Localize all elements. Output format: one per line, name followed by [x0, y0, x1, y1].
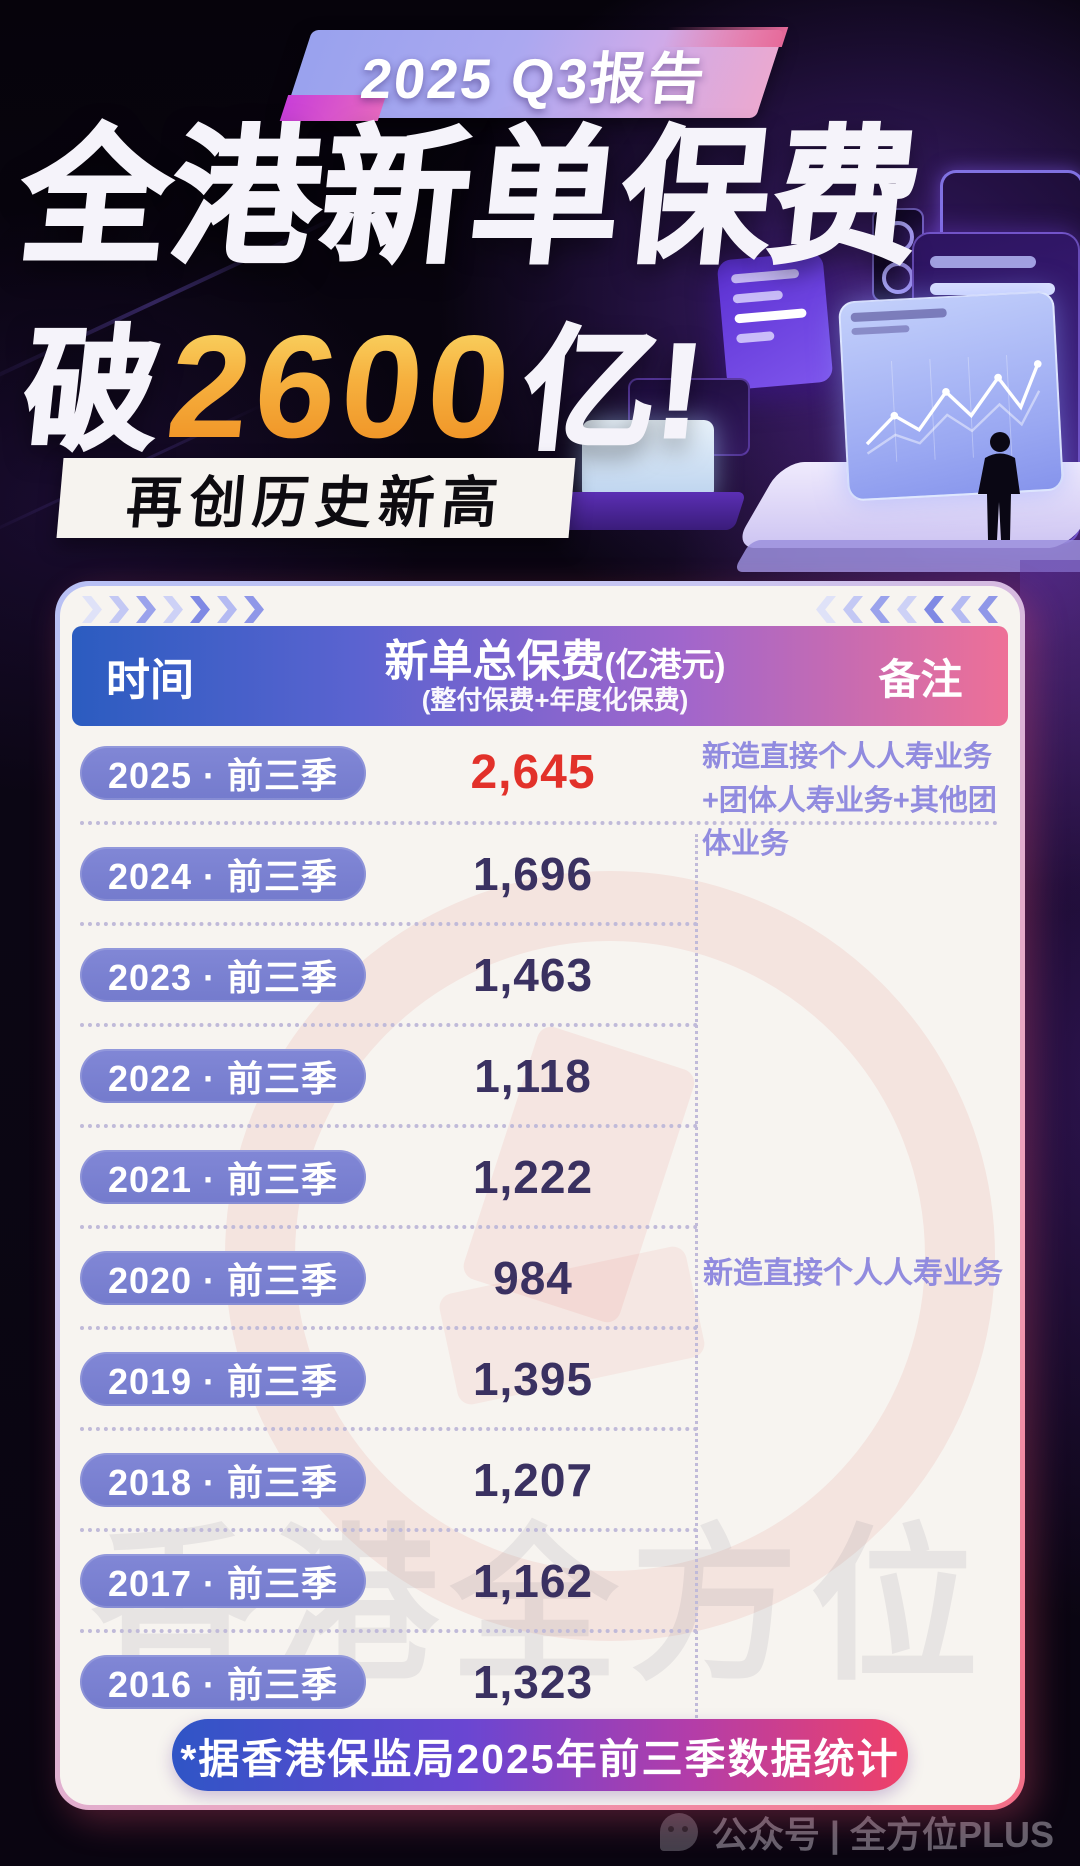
- table-row: 2019 · 前三季 1,395: [80, 1330, 998, 1427]
- tagline-box: 再创历史新高: [56, 458, 576, 538]
- period-pill: 2024 · 前三季: [80, 846, 366, 901]
- premium-value: 1,323: [472, 1655, 594, 1708]
- remark-2016-2024: 新造直接个人人寿业务: [703, 1257, 1003, 1290]
- row-separator: [80, 1427, 698, 1431]
- period-pill: 2022 · 前三季: [80, 1048, 366, 1103]
- remark-column-divider: [695, 834, 698, 1724]
- row-separator: [80, 821, 998, 825]
- remark-2025: 新造直接个人人寿业务+团体人寿业务+其他团体业务: [702, 741, 997, 860]
- period-pill: 2020 · 前三季: [80, 1250, 366, 1305]
- table-row: 2018 · 前三季 1,207: [80, 1431, 998, 1528]
- row-separator: [80, 1023, 698, 1027]
- table-row: 2017 · 前三季 1,162: [80, 1532, 998, 1629]
- row-separator: [80, 1528, 698, 1532]
- headline-line1: 全港新单保费: [12, 115, 932, 283]
- headline-line2: 破2600亿!: [15, 282, 714, 476]
- premium-value: 1,463: [472, 948, 594, 1001]
- table-row: 2022 · 前三季 1,118: [80, 1027, 998, 1124]
- chevrons-right-icon: [82, 596, 264, 624]
- wechat-icon: [659, 1813, 698, 1851]
- row-separator: [80, 1326, 698, 1330]
- table-rows: 2025 · 前三季 2,645 2024 · 前三季 1,696 2023 · 前三季…: [80, 724, 998, 1730]
- chart-screen-title-bar: [850, 308, 947, 323]
- table-row: 2020 · 前三季 984: [80, 1229, 998, 1326]
- glowing-cube: [582, 420, 714, 500]
- premium-title: 新单总保费: [384, 636, 605, 686]
- period-pill: 2018 · 前三季: [80, 1452, 366, 1507]
- row-separator: [80, 1124, 698, 1128]
- premium-value: 1,222: [472, 1150, 594, 1203]
- premium-unit: (亿港元): [604, 645, 726, 683]
- premium-value: 2,645: [470, 746, 596, 799]
- period-pill: 2025 · 前三季: [80, 745, 366, 800]
- premium-value: 984: [493, 1251, 573, 1304]
- headline-prefix: 破: [15, 316, 168, 468]
- table-header: 时间 新单总保费(亿港元) (整付保费+年度化保费) 备注: [72, 626, 1008, 726]
- period-pill: 2023 · 前三季: [80, 947, 366, 1002]
- col-header-time: 时间: [106, 656, 194, 705]
- period-pill: 2016 · 前三季: [80, 1654, 366, 1709]
- col-header-premium: 新单总保费(亿港元) (整付保费+年度化保费): [267, 637, 843, 715]
- headline-suffix: 亿!: [514, 316, 711, 468]
- premium-value: 1,395: [472, 1352, 594, 1405]
- headline-number: 2600: [151, 305, 533, 468]
- row-separator: [80, 1225, 698, 1229]
- source-footnote: *据香港保监局2025年前三季数据统计: [172, 1719, 908, 1791]
- chevrons-left-icon: [816, 596, 998, 624]
- report-badge: 2025 Q3报告: [283, 30, 785, 118]
- data-panel: 香港全方位 时间 新单总保费(亿港元) (整付保费+年度化保费) 备注: [55, 581, 1025, 1810]
- tagline-text: 再创历史新高: [123, 470, 508, 534]
- row-separator: [80, 922, 698, 926]
- data-panel-inner: 香港全方位 时间 新单总保费(亿港元) (整付保费+年度化保费) 备注: [60, 586, 1020, 1805]
- premium-value: 1,162: [472, 1554, 594, 1607]
- line-chart-icon: [865, 355, 1042, 462]
- chart-screen-subtitle-bar: [851, 325, 910, 336]
- table-row: 2024 · 前三季 1,696: [80, 825, 998, 922]
- premium-subtitle: (整付保费+年度化保费): [421, 685, 689, 716]
- cube-base: [553, 492, 747, 530]
- table-row: 2016 · 前三季 1,323: [80, 1633, 998, 1730]
- period-pill: 2019 · 前三季: [80, 1351, 366, 1406]
- chevron-strip: [82, 596, 998, 624]
- col-header-remark: 备注: [878, 655, 963, 703]
- person-silhouette: [978, 432, 1020, 540]
- period-pill: 2021 · 前三季: [80, 1149, 366, 1204]
- table-row: 2023 · 前三季 1,463: [80, 926, 998, 1023]
- table-row: 2021 · 前三季 1,222: [80, 1128, 998, 1225]
- table-row: 2025 · 前三季 2,645: [80, 724, 998, 821]
- premium-value: 1,207: [472, 1453, 594, 1506]
- bottom-watermark: 公众号 | 全方位PLUS: [659, 1806, 1054, 1858]
- chart-screen-illustration: [837, 290, 1065, 502]
- speaker-tower: [872, 208, 924, 302]
- bottom-watermark-text: 公众号 | 全方位PLUS: [711, 1814, 1054, 1855]
- row-separator: [80, 1629, 698, 1633]
- premium-value: 1,118: [474, 1049, 592, 1102]
- period-pill: 2017 · 前三季: [80, 1553, 366, 1608]
- report-badge-label: 2025 Q3报告: [357, 46, 710, 110]
- premium-value: 1,696: [472, 847, 594, 900]
- right-glow-band: [1020, 560, 1080, 1280]
